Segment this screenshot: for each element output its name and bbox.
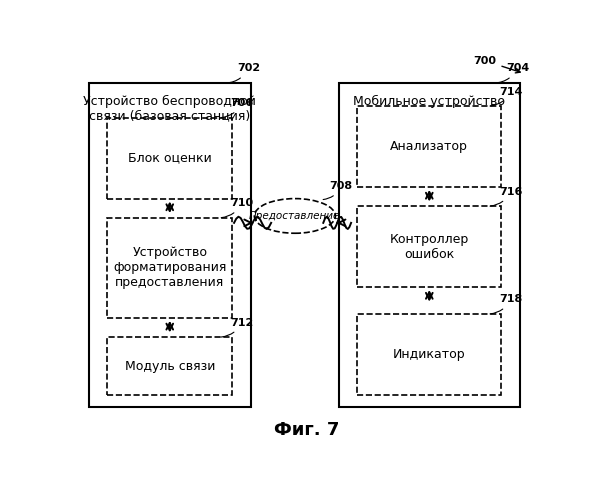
- Bar: [107, 218, 233, 318]
- Text: 704: 704: [495, 64, 529, 83]
- Text: 712: 712: [221, 318, 254, 337]
- Bar: [358, 206, 501, 287]
- Text: Устройство
форматирования
предоставления: Устройство форматирования предоставления: [113, 246, 227, 290]
- Bar: [107, 118, 233, 198]
- Text: 710: 710: [221, 198, 253, 218]
- Text: 706: 706: [221, 98, 254, 117]
- Text: Устройство беспроводной
связи (базовая станция): Устройство беспроводной связи (базовая с…: [83, 94, 256, 122]
- Text: 702: 702: [226, 64, 260, 83]
- Text: Контроллер
ошибок: Контроллер ошибок: [390, 232, 469, 260]
- Bar: [358, 106, 501, 187]
- Bar: [107, 337, 233, 395]
- Text: Фиг. 7: Фиг. 7: [274, 420, 339, 438]
- Text: 716: 716: [490, 186, 522, 206]
- Text: Блок оценки: Блок оценки: [128, 152, 212, 164]
- Text: 714: 714: [490, 86, 522, 106]
- Text: Индикатор: Индикатор: [393, 348, 466, 361]
- Bar: [339, 83, 520, 406]
- Text: 700: 700: [474, 56, 520, 73]
- Ellipse shape: [254, 198, 335, 233]
- Bar: [89, 83, 251, 406]
- Bar: [358, 314, 501, 395]
- Text: 718: 718: [490, 294, 522, 314]
- Text: Мобильное устройство: Мобильное устройство: [353, 94, 505, 108]
- Text: 708: 708: [323, 182, 353, 200]
- Text: Модуль связи: Модуль связи: [124, 360, 215, 372]
- Text: Анализатор: Анализатор: [390, 140, 468, 153]
- Text: Предоставление: Предоставление: [249, 211, 341, 221]
